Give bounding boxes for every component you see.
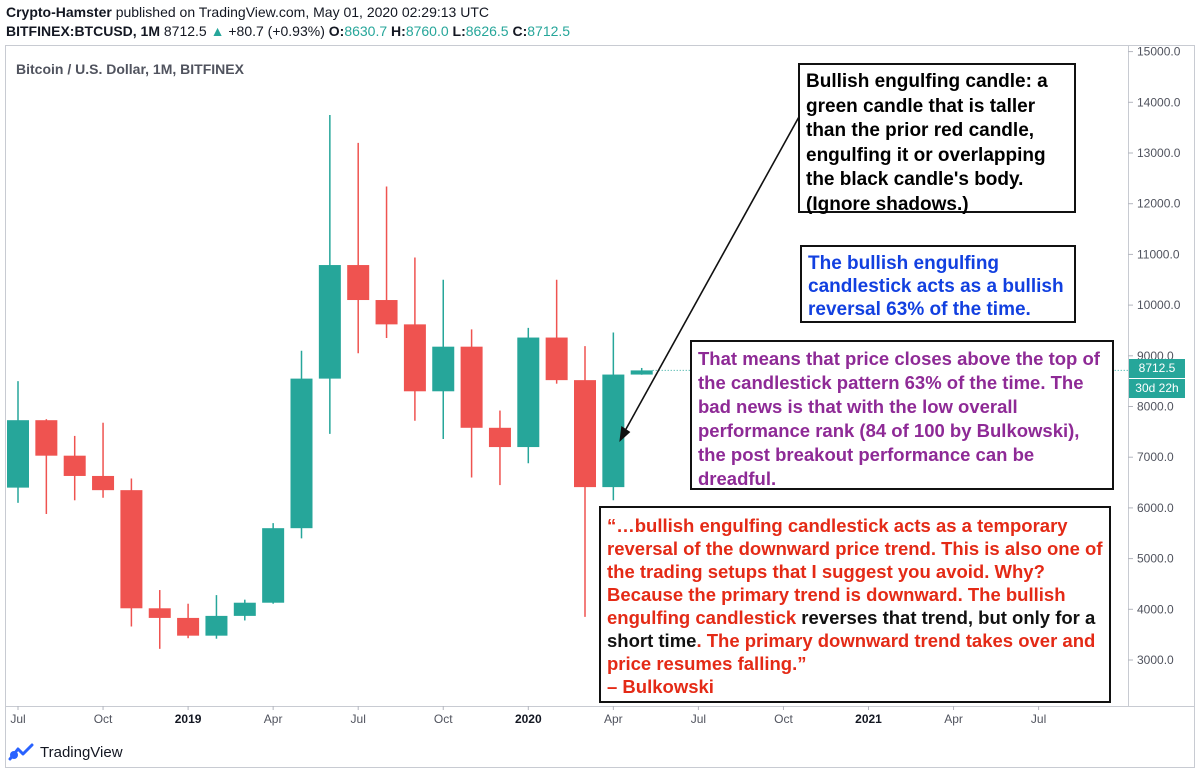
candle-body-up <box>630 370 653 375</box>
tradingview-branding[interactable]: TradingView <box>8 743 123 761</box>
tradingview-brand-name: TradingView <box>40 743 123 761</box>
y-tick-label: 15000.0 <box>1137 45 1181 59</box>
x-tick-label: 2020 <box>515 712 542 726</box>
quote-part-1: “…bullish engulfing candlestick acts as … <box>607 515 1103 628</box>
x-tick-label: Apr <box>604 712 623 726</box>
candle-body-up <box>205 615 228 636</box>
tradingview-logo-icon <box>8 743 34 761</box>
last-price: 8712.5 <box>163 23 207 39</box>
x-tick-label: Jul <box>1031 712 1046 726</box>
candle-body-up <box>432 346 455 392</box>
open-value: 8630.7 <box>344 23 388 39</box>
candle-body-down <box>120 490 143 609</box>
candle-body-down <box>545 337 568 381</box>
x-tick-label: Apr <box>264 712 283 726</box>
y-tick-label: 5000.0 <box>1137 552 1174 566</box>
y-tick-label: 13000.0 <box>1137 146 1181 160</box>
ohlc-legend: BITFINEX:BTCUSD, 1M 8712.5 ▲ +80.7 (+0.9… <box>6 23 570 39</box>
annotation-reversal-rate: The bullish engulfing candlestick acts a… <box>800 245 1076 323</box>
symbol-label: BITFINEX:BTCUSD, 1M <box>6 23 160 39</box>
candle-body-down <box>148 608 171 618</box>
candle-body-down <box>35 420 58 456</box>
annotation-arrowhead <box>619 425 631 442</box>
annotation-bulkowski-quote: “…bullish engulfing candlestick acts as … <box>599 506 1111 703</box>
y-tick-label: 6000.0 <box>1137 501 1174 515</box>
x-tick-label: Oct <box>94 712 113 726</box>
candle-body-down <box>375 300 398 325</box>
quote-part-2: reverses that trend, but only for a shor… <box>607 607 1096 651</box>
price-change: +80.7 (+0.93%) <box>228 23 325 39</box>
x-tick-label: 2021 <box>855 712 882 726</box>
change-up-icon: ▲ <box>210 23 225 39</box>
candle-body-up <box>7 420 29 488</box>
low-value: 8626.5 <box>465 23 509 39</box>
series-label: Bitcoin / U.S. Dollar, 1M, BITFINEX <box>16 61 244 77</box>
last-price-tag: 8712.5 <box>1129 359 1185 378</box>
low-label: L: <box>452 23 466 39</box>
y-tick-label: 7000.0 <box>1137 450 1174 464</box>
publish-date: published on TradingView.com, May 01, 20… <box>111 4 490 20</box>
candle-body-down <box>488 427 511 448</box>
y-tick-label: 11000.0 <box>1137 247 1180 261</box>
quote-part-3: . The primary downward trend takes over … <box>607 630 1096 674</box>
annotation-engulfing-definition: Bullish engulfing candle: a green candle… <box>798 63 1076 215</box>
high-value: 8760.0 <box>405 23 449 39</box>
candle-body-up <box>318 265 341 379</box>
y-tick-label: 10000.0 <box>1137 298 1181 312</box>
y-tick-label: 3000.0 <box>1137 653 1174 667</box>
candle-body-down <box>574 380 596 488</box>
candle-body-down <box>347 265 370 301</box>
annotation-arrow-line <box>623 105 806 433</box>
y-tick-label: 12000.0 <box>1137 197 1181 211</box>
countdown-tag: 30d 22h <box>1129 379 1185 398</box>
x-tick-label: 2019 <box>175 712 202 726</box>
chart-frame[interactable] <box>5 45 1195 768</box>
candle-body-down <box>92 475 115 491</box>
x-tick-label: Oct <box>434 712 453 726</box>
candle-body-down <box>460 346 483 428</box>
y-tick-label: 14000.0 <box>1137 95 1181 109</box>
close-value: 8712.5 <box>527 23 571 39</box>
x-tick-label: Jul <box>10 712 25 726</box>
publish-info: Crypto-Hamster published on TradingView.… <box>6 4 489 20</box>
author-name[interactable]: Crypto-Hamster <box>6 4 112 20</box>
candle-body-down <box>63 455 86 476</box>
close-label: C: <box>512 23 528 39</box>
candle-body-up <box>262 528 285 603</box>
x-tick-label: Apr <box>944 712 963 726</box>
annotation-performance: That means that price closes above the t… <box>690 340 1114 490</box>
x-tick-label: Oct <box>774 712 793 726</box>
high-label: H: <box>391 23 406 39</box>
y-tick-label: 4000.0 <box>1137 602 1174 616</box>
candle-body-up <box>602 374 625 488</box>
candle-body-down <box>403 324 426 392</box>
open-label: O: <box>328 23 345 39</box>
time-axis-divider <box>5 706 1195 707</box>
quote-author: – Bulkowski <box>607 676 714 697</box>
candle-body-up <box>290 378 313 529</box>
y-tick-label: 8000.0 <box>1137 400 1174 414</box>
candle-body-up <box>233 602 256 616</box>
x-tick-label: Jul <box>691 712 706 726</box>
candle-body-up <box>517 337 540 448</box>
price-axis-divider <box>1128 45 1129 706</box>
x-tick-label: Jul <box>351 712 366 726</box>
candle-body-down <box>177 617 200 636</box>
